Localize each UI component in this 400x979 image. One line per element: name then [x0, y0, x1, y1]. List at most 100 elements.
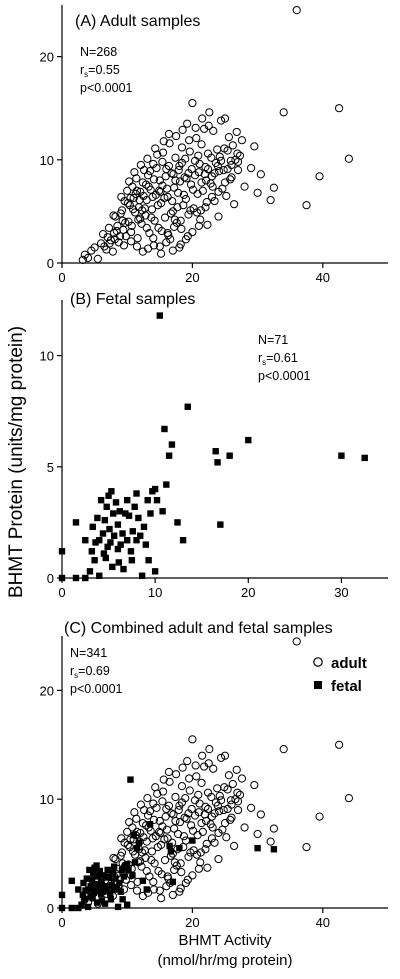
fetal-data-point	[94, 873, 102, 880]
adult-data-point	[145, 167, 155, 176]
fetal-data-point	[125, 512, 133, 519]
adult-data-point	[127, 227, 136, 237]
fetal-data-point	[96, 572, 103, 579]
adult-data-point	[78, 255, 87, 265]
adult-data-point	[113, 221, 122, 230]
adult-data-point	[158, 148, 168, 157]
adult-data-point	[109, 853, 118, 863]
adult-data-point	[108, 891, 117, 901]
adult-data-point	[123, 186, 132, 195]
y-tick-label: 5	[47, 460, 54, 475]
fetal-data-point	[96, 867, 104, 875]
fetal-data-point	[110, 532, 118, 539]
fetal-data-point	[133, 536, 140, 544]
fetal-data-point	[94, 514, 101, 522]
adult-data-point	[222, 191, 231, 201]
fetal-data-point	[245, 436, 252, 444]
adult-data-point	[220, 114, 230, 123]
panel-a-stat-r: rs=0.55	[80, 63, 120, 79]
fetal-data-point	[130, 831, 137, 839]
adult-data-point	[188, 98, 197, 108]
adult-data-point	[136, 214, 145, 223]
adult-data-point	[175, 817, 185, 827]
fetal-data-point	[117, 541, 124, 548]
panel-c-stat-p: p<0.0001	[70, 682, 123, 696]
adult-data-point	[227, 813, 236, 822]
fetal-data-point	[115, 559, 123, 566]
fetal-data-point	[87, 883, 94, 890]
adult-data-point	[115, 875, 125, 884]
adult-data-point	[269, 824, 278, 833]
fetal-data-point	[212, 448, 219, 455]
panel-a-title: (A) Adult samples	[75, 13, 200, 30]
adult-data-point	[210, 809, 219, 818]
adult-data-point	[186, 180, 196, 189]
fetal-data-point	[129, 528, 136, 535]
adult-data-point	[237, 774, 247, 783]
adult-data-point	[214, 212, 223, 221]
fetal-data-point	[58, 574, 66, 582]
adult-data-point	[194, 790, 203, 799]
adult-data-point	[256, 810, 265, 819]
adult-data-point	[140, 846, 149, 855]
adult-data-point	[160, 856, 170, 865]
adult-data-point	[118, 216, 127, 225]
adult-data-point	[219, 805, 228, 815]
adult-data-point	[157, 249, 166, 258]
adult-data-point	[172, 131, 181, 141]
adult-data-point	[129, 193, 138, 203]
adult-data-point	[164, 801, 174, 810]
fetal-data-point	[91, 557, 98, 564]
x-tick-label: 0	[58, 585, 65, 600]
fetal-data-point	[97, 496, 105, 504]
fetal-data-point	[163, 481, 170, 488]
adult-data-point	[144, 823, 153, 832]
adult-data-point	[164, 129, 174, 139]
fetal-data-point	[147, 510, 154, 517]
adult-data-point	[109, 211, 118, 220]
adult-data-point	[183, 757, 192, 766]
adult-data-point	[188, 185, 198, 194]
x-tick-label: 30	[334, 585, 348, 600]
adult-data-point	[155, 827, 164, 836]
adult-data-point	[149, 877, 158, 886]
x-tick-label: 20	[241, 585, 255, 600]
adult-data-point	[121, 218, 130, 227]
adult-data-point	[190, 171, 200, 180]
adult-data-point	[142, 223, 151, 233]
adult-data-point	[145, 228, 154, 238]
adult-data-point	[195, 159, 204, 169]
y-tick-label: 20	[40, 50, 54, 65]
y-tick-label: 10	[40, 153, 54, 168]
fetal-data-point	[135, 514, 142, 522]
adult-data-point	[170, 222, 179, 231]
adult-data-point	[134, 858, 143, 867]
adult-data-point	[118, 859, 127, 868]
adult-data-point	[250, 780, 259, 790]
fetal-data-point	[99, 872, 106, 879]
adult-data-point	[156, 187, 165, 196]
panel-b: (B) Fetal samples N=71 rs=0.61 p<0.0001 …	[40, 291, 388, 600]
fetal-data-point	[58, 548, 66, 555]
adult-data-point	[142, 821, 151, 830]
adult-data-point	[190, 811, 200, 820]
adult-data-point	[292, 6, 301, 15]
adult-data-point	[93, 899, 102, 908]
adult-data-point	[148, 834, 157, 843]
panel-a-ticks: 0 20 40 0 10 20	[40, 50, 331, 285]
adult-data-point	[104, 223, 114, 233]
adult-data-point	[228, 779, 237, 789]
adult-data-point	[125, 817, 134, 827]
adult-data-point	[220, 178, 230, 187]
adult-data-point	[214, 828, 223, 838]
fetal-data-point	[84, 903, 92, 911]
adult-data-point	[253, 188, 262, 197]
adult-data-point	[185, 786, 194, 795]
panel-b-stat-r: rs=0.61	[258, 351, 298, 367]
adult-data-point	[179, 832, 189, 841]
fetal-data-point	[105, 492, 112, 499]
adult-data-point	[90, 887, 99, 896]
adult-data-point	[201, 845, 210, 854]
adult-data-point	[184, 210, 193, 219]
adult-data-point	[197, 778, 206, 787]
